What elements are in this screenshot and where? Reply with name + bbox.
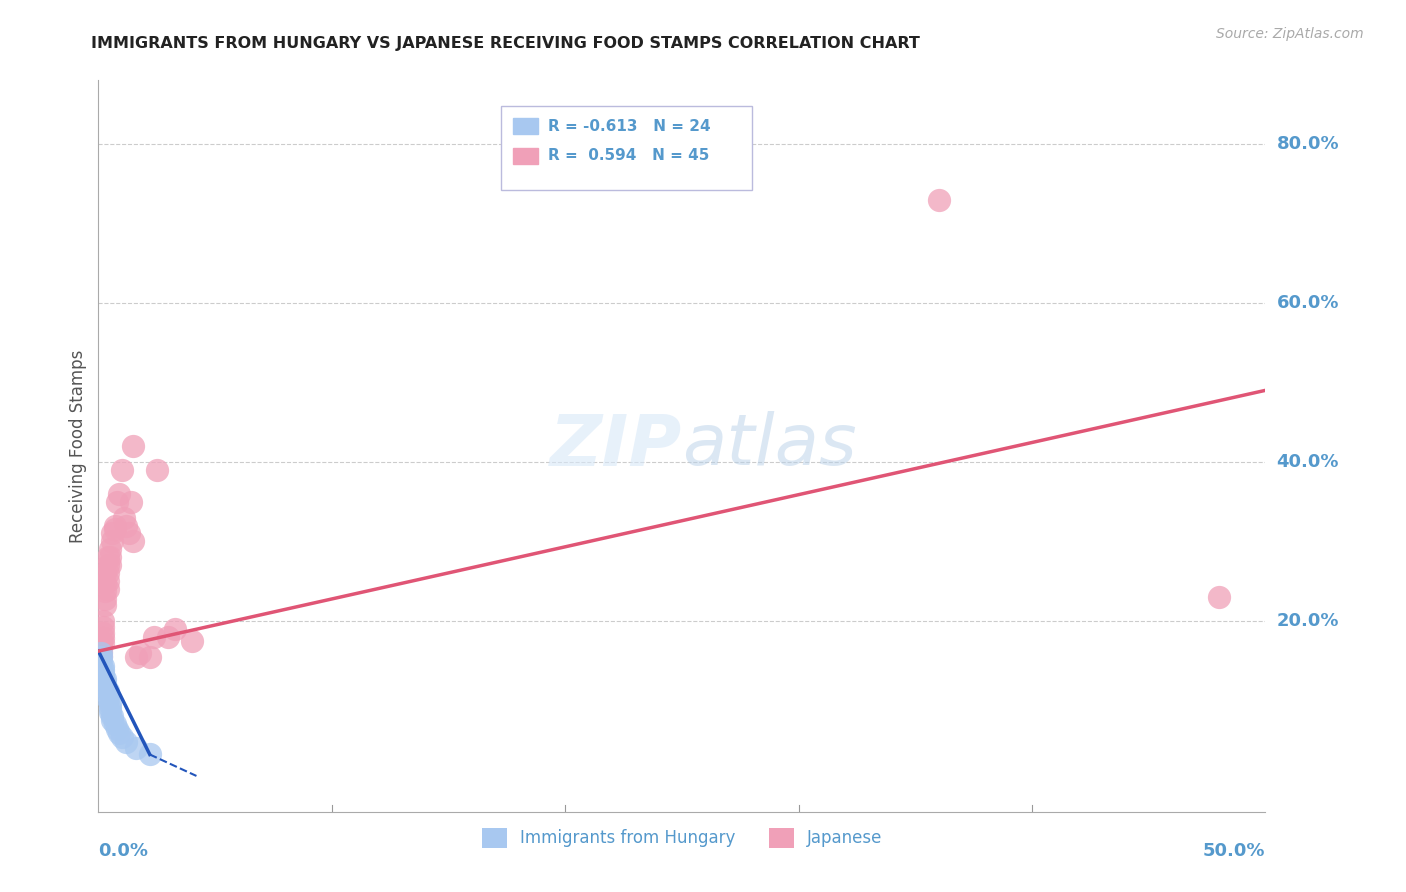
- Point: [146, 463, 169, 477]
- Point: [111, 463, 134, 477]
- Point: [91, 625, 114, 640]
- Point: [139, 649, 162, 664]
- Text: 20.0%: 20.0%: [1277, 612, 1339, 630]
- Point: [104, 518, 127, 533]
- Legend: Immigrants from Hungary, Japanese: Immigrants from Hungary, Japanese: [475, 821, 889, 855]
- Text: Source: ZipAtlas.com: Source: ZipAtlas.com: [1216, 27, 1364, 41]
- Text: 50.0%: 50.0%: [1204, 842, 1265, 860]
- Point: [98, 542, 121, 557]
- Point: [94, 672, 117, 686]
- Point: [97, 574, 120, 589]
- Point: [91, 636, 114, 650]
- Bar: [513, 147, 538, 163]
- Point: [94, 680, 117, 694]
- Point: [90, 655, 112, 669]
- Point: [94, 598, 117, 612]
- Bar: [501, 106, 752, 190]
- Point: [98, 550, 121, 565]
- Point: [165, 622, 187, 636]
- Point: [90, 646, 112, 660]
- Y-axis label: Receiving Food Stamps: Receiving Food Stamps: [69, 350, 87, 542]
- Point: [91, 663, 114, 677]
- Point: [97, 684, 120, 698]
- Point: [129, 646, 152, 660]
- Point: [97, 691, 120, 706]
- Point: [115, 735, 138, 749]
- Bar: [513, 119, 538, 135]
- Text: R =  0.594   N = 45: R = 0.594 N = 45: [548, 148, 709, 163]
- Point: [108, 726, 131, 740]
- Point: [143, 630, 166, 644]
- Point: [94, 566, 117, 581]
- Point: [90, 649, 112, 664]
- Point: [115, 518, 138, 533]
- Text: 0.0%: 0.0%: [98, 842, 149, 860]
- Point: [97, 566, 120, 581]
- Point: [98, 705, 121, 719]
- Point: [90, 640, 112, 654]
- Point: [104, 523, 127, 537]
- Point: [112, 510, 135, 524]
- Point: [97, 550, 120, 565]
- Point: [101, 714, 124, 728]
- Text: 40.0%: 40.0%: [1277, 453, 1339, 471]
- Point: [90, 648, 112, 663]
- Point: [104, 717, 127, 731]
- Point: [1208, 590, 1230, 604]
- Point: [91, 632, 114, 646]
- Point: [111, 730, 134, 744]
- Point: [120, 494, 142, 508]
- Point: [91, 659, 114, 673]
- Point: [98, 700, 121, 714]
- Point: [125, 741, 148, 756]
- Point: [91, 614, 114, 628]
- Point: [118, 526, 141, 541]
- Text: atlas: atlas: [682, 411, 856, 481]
- Point: [125, 649, 148, 664]
- Text: 80.0%: 80.0%: [1277, 135, 1339, 153]
- Point: [180, 633, 202, 648]
- Point: [90, 633, 112, 648]
- Text: R = -0.613   N = 24: R = -0.613 N = 24: [548, 119, 710, 134]
- Point: [98, 697, 121, 711]
- Point: [101, 534, 124, 549]
- Point: [97, 688, 120, 702]
- Text: 60.0%: 60.0%: [1277, 293, 1339, 312]
- Point: [94, 591, 117, 606]
- Point: [91, 667, 114, 681]
- Text: ZIP: ZIP: [550, 411, 682, 481]
- Point: [94, 676, 117, 690]
- Point: [157, 630, 180, 644]
- Point: [105, 494, 128, 508]
- Point: [101, 709, 124, 723]
- Point: [108, 486, 131, 500]
- Point: [101, 526, 124, 541]
- Point: [94, 583, 117, 598]
- Point: [98, 558, 121, 573]
- Text: IMMIGRANTS FROM HUNGARY VS JAPANESE RECEIVING FOOD STAMPS CORRELATION CHART: IMMIGRANTS FROM HUNGARY VS JAPANESE RECE…: [91, 36, 921, 51]
- Point: [122, 439, 145, 453]
- Point: [928, 193, 950, 207]
- Point: [122, 534, 145, 549]
- Point: [97, 558, 120, 573]
- Point: [139, 747, 162, 762]
- Point: [90, 644, 112, 658]
- Point: [97, 582, 120, 596]
- Point: [91, 620, 114, 634]
- Point: [105, 722, 128, 736]
- Point: [94, 575, 117, 590]
